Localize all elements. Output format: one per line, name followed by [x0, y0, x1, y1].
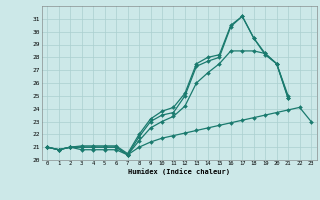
X-axis label: Humidex (Indice chaleur): Humidex (Indice chaleur)	[128, 168, 230, 175]
